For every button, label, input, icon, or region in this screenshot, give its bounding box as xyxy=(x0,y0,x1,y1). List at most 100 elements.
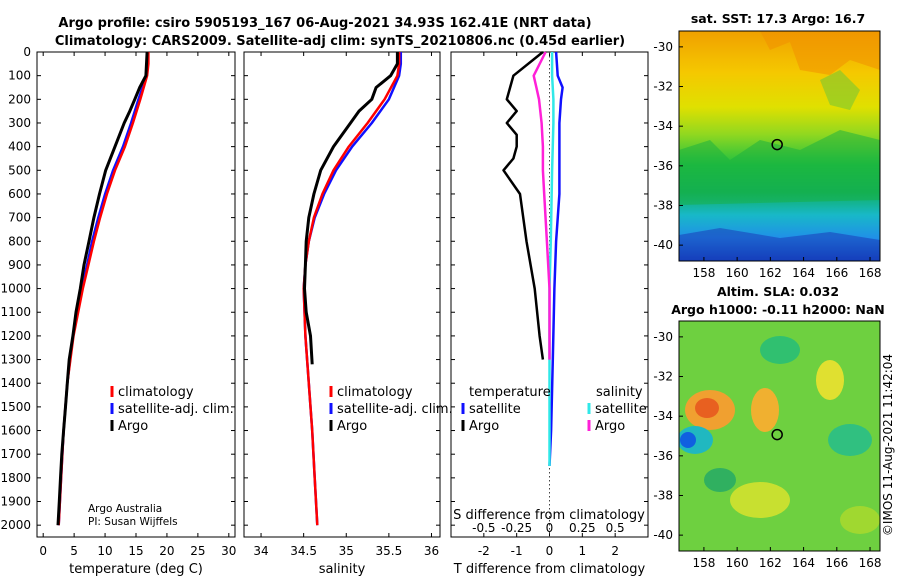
ytick-label: 100 xyxy=(8,69,31,83)
temperature-legend: climatology satellite-adj. clim. Argo xyxy=(110,385,234,434)
ytick-label: 1200 xyxy=(0,329,31,343)
sst-map-ytick-label: -36 xyxy=(653,159,673,173)
difference-top-xlabel: S difference from climatology xyxy=(453,508,645,523)
ytick-label: 500 xyxy=(8,163,31,177)
sla-negative-anomaly-4 xyxy=(704,468,736,492)
sst-warm-patch xyxy=(679,31,880,75)
sla-map-xtick-label: 164 xyxy=(792,556,815,570)
xtick-label-salinity: 36 xyxy=(424,544,439,558)
ytick-label: 300 xyxy=(8,116,31,130)
salinity-legend: climatology satellite-adj. clim. Argo xyxy=(329,385,453,434)
temp-climatology-line xyxy=(57,52,150,526)
figure-title-line1: Argo profile: csiro 5905193_167 06-Aug-2… xyxy=(58,16,591,31)
legend-satellite-label: satellite-adj. clim. xyxy=(118,402,234,417)
ytick-label: 1800 xyxy=(0,471,31,485)
sla-negative-anomaly-1-core xyxy=(680,432,696,448)
temp-argo-line xyxy=(56,51,149,526)
ytick-label: 400 xyxy=(8,140,31,154)
ytick-label: 2000 xyxy=(0,518,31,532)
sst-map-frame xyxy=(678,30,881,262)
sst-map-ytick-label: -38 xyxy=(653,198,673,212)
sla-map-argo-position-marker xyxy=(771,428,783,441)
temperature-panel-frame xyxy=(36,51,236,538)
sla-map-ytick-label: -34 xyxy=(653,409,673,423)
sal-legend-satellite-label: satellite-adj. clim. xyxy=(337,402,453,417)
difference-temperature-satellite-line xyxy=(548,51,564,467)
sla-map-title-line1: Altim. SLA: 0.032 xyxy=(717,284,839,299)
difference-xlabel: T difference from climatology xyxy=(453,562,646,577)
ytick-label: 1700 xyxy=(0,447,31,461)
sla-negative-anomaly-3 xyxy=(828,424,872,456)
diff-legend-temp-title: temperature xyxy=(469,385,551,400)
xtick-label-temperature: 30 xyxy=(221,544,236,558)
xtick-label-tdiff: 0 xyxy=(546,544,554,558)
sla-map-frame xyxy=(678,320,881,552)
sla-positive-anomaly-3 xyxy=(816,360,844,400)
xtick-label-temperature: 25 xyxy=(190,544,205,558)
ytick-label: 800 xyxy=(8,234,31,248)
credit-line2: PI: Susan Wijffels xyxy=(88,516,178,528)
figure-title-line2: Climatology: CARS2009. Satellite-adj cli… xyxy=(55,34,625,49)
sla-map-ytick-label: -40 xyxy=(653,528,673,542)
difference-salinity-argo-line xyxy=(532,51,551,360)
ytick-label: 900 xyxy=(8,258,31,272)
xtick-label-temperature: 5 xyxy=(70,544,78,558)
sla-map-ytick-label: -30 xyxy=(653,330,673,344)
xtick-label-sdiff: 0.5 xyxy=(606,521,625,535)
ytick-label: 700 xyxy=(8,211,31,225)
legend-argo-label: Argo xyxy=(118,419,148,434)
xtick-label-sdiff: 0.25 xyxy=(569,521,596,535)
sla-map-xtick-label: 162 xyxy=(759,556,782,570)
sla-positive-anomaly-1-core xyxy=(695,398,719,418)
sla-map-xtick-label: 166 xyxy=(825,556,848,570)
sla-positive-anomaly-2 xyxy=(751,388,779,432)
ytick-label: 200 xyxy=(8,92,31,106)
sal-argo-line xyxy=(303,52,399,365)
difference-legend-salinity: salinity satellite Argo xyxy=(587,385,647,434)
sla-positive-anomaly-5 xyxy=(840,506,880,534)
sla-map-ytick-label: -36 xyxy=(653,449,673,463)
diff-legend-sal-argo-label: Argo xyxy=(595,419,625,434)
sst-map-xtick-label: 162 xyxy=(759,266,782,280)
ytick-label: 1100 xyxy=(0,305,31,319)
xtick-label-tdiff: 1 xyxy=(579,544,587,558)
sla-map-ytick-label: -32 xyxy=(653,370,673,384)
ytick-label: 1000 xyxy=(0,282,31,296)
sst-map-xtick-label: 160 xyxy=(726,266,749,280)
sst-map-field xyxy=(679,31,880,261)
salinity-panel-frame xyxy=(243,51,441,538)
difference-salinity-satellite-line xyxy=(548,52,555,466)
sst-map-ytick-label: -40 xyxy=(653,238,673,252)
xtick-label-tdiff: -2 xyxy=(478,544,490,558)
difference-temperature-argo-line xyxy=(502,51,545,360)
salinity-xlabel: salinity xyxy=(319,562,366,577)
sst-map-ytick-label: -32 xyxy=(653,80,673,94)
ytick-label: 1600 xyxy=(0,424,31,438)
diff-legend-sal-title: salinity xyxy=(596,385,643,400)
credit-line1: Argo Australia xyxy=(88,503,162,515)
ytick-label: 1500 xyxy=(0,400,31,414)
sal-legend-argo-label: Argo xyxy=(337,419,367,434)
sla-map-ytick-label: -38 xyxy=(653,488,673,502)
diff-legend-sal-sat-label: satellite xyxy=(595,402,647,417)
ytick-label: 0 xyxy=(23,45,31,59)
sla-positive-anomaly-4 xyxy=(730,482,790,518)
sla-map-xtick-label: 158 xyxy=(692,556,715,570)
xtick-label-temperature: 0 xyxy=(39,544,47,558)
sla-map-xtick-label: 160 xyxy=(726,556,749,570)
xtick-label-salinity: 35 xyxy=(339,544,354,558)
sst-map-title: sat. SST: 17.3 Argo: 16.7 xyxy=(691,11,865,26)
ytick-label: 1400 xyxy=(0,376,31,390)
sst-cold-patch xyxy=(679,228,880,261)
temp-satellite-adj--clim--line xyxy=(57,52,150,526)
legend-climatology-label: climatology xyxy=(118,385,194,400)
xtick-label-temperature: 20 xyxy=(159,544,174,558)
xtick-label-sdiff: -0.5 xyxy=(472,521,495,535)
sst-map-xtick-label: 158 xyxy=(692,266,715,280)
xtick-label-salinity: 35.5 xyxy=(376,544,403,558)
xtick-label-sdiff: -0.25 xyxy=(501,521,532,535)
sst-green-band xyxy=(679,130,880,205)
sst-map-xtick-label: 168 xyxy=(859,266,882,280)
sst-map-xtick-label: 164 xyxy=(792,266,815,280)
